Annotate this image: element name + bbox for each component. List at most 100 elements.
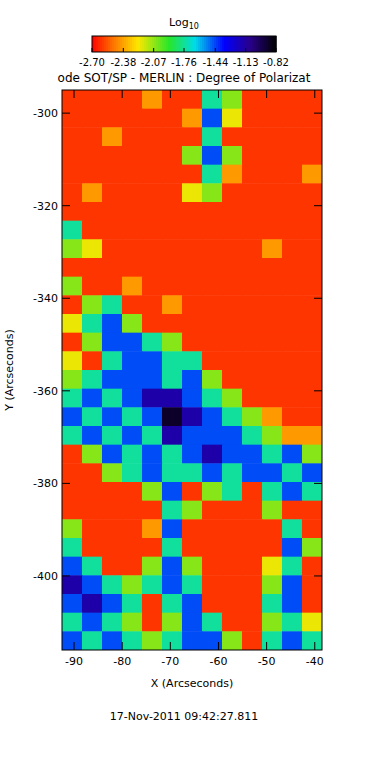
y-tick-right — [314, 113, 322, 114]
heatmap-cell — [142, 613, 163, 632]
title: ode SOT/SP - MERLIN : Degree of Polariza… — [58, 71, 311, 85]
y-tick-label: -360 — [33, 385, 58, 398]
heatmap-cell — [142, 389, 163, 408]
x-tick-top — [170, 90, 171, 98]
heatmap-cell — [162, 463, 183, 482]
heatmap-cell — [102, 314, 123, 333]
heatmap-cell — [102, 333, 123, 352]
heatmap-cell — [282, 370, 303, 389]
heatmap-cell — [122, 482, 143, 501]
heatmap-cell — [62, 426, 83, 445]
colorbar-tick-label: -2.38 — [110, 57, 136, 68]
heatmap-cell — [62, 519, 83, 538]
heatmap-cell — [162, 557, 183, 576]
heatmap-cell — [262, 370, 283, 389]
heatmap-cell — [202, 239, 223, 258]
heatmap-cell — [142, 426, 163, 445]
heatmap-cell — [142, 202, 163, 221]
heatmap-cell — [262, 165, 283, 184]
heatmap-cells — [62, 90, 322, 650]
heatmap-cell — [262, 351, 283, 370]
heatmap-cell — [142, 575, 163, 594]
heatmap-cell — [62, 389, 83, 408]
heatmap-cell — [182, 631, 203, 650]
heatmap-cell — [122, 239, 143, 258]
heatmap-cell — [262, 202, 283, 221]
x-tick-label: -60 — [209, 655, 227, 668]
y-tick — [62, 113, 70, 114]
heatmap-cell — [302, 277, 322, 296]
heatmap-cell — [162, 277, 183, 296]
heatmap-cell — [122, 90, 143, 109]
heatmap-cell — [162, 127, 183, 146]
heatmap-cell — [202, 90, 223, 109]
heatmap-cell — [82, 613, 103, 632]
heatmap-cell — [102, 463, 123, 482]
heatmap-cell — [302, 463, 322, 482]
heatmap-cell — [282, 239, 303, 258]
heatmap-cell — [122, 146, 143, 165]
heatmap-cell — [162, 501, 183, 520]
heatmap-cell — [202, 519, 223, 538]
heatmap-cell — [222, 277, 243, 296]
heatmap-cell — [302, 407, 322, 426]
heatmap-cell — [282, 221, 303, 240]
heatmap-cell — [62, 109, 83, 128]
heatmap-cell — [142, 482, 163, 501]
heatmap-cell — [62, 258, 83, 277]
heatmap-cell — [222, 389, 243, 408]
heatmap-cell — [142, 351, 163, 370]
heatmap-cell — [182, 407, 203, 426]
heatmap-cell — [162, 146, 183, 165]
heatmap-cell — [142, 519, 163, 538]
heatmap-cell — [162, 202, 183, 221]
heatmap-cell — [82, 370, 103, 389]
colorbar-tick — [153, 48, 154, 52]
heatmap-cell — [62, 202, 83, 221]
x-tick — [218, 642, 219, 650]
heatmap-cell — [142, 221, 163, 240]
heatmap-cell — [102, 351, 123, 370]
heatmap-cell — [242, 575, 263, 594]
heatmap-cell — [162, 594, 183, 613]
heatmap-cell — [242, 407, 263, 426]
heatmap-cell — [262, 407, 283, 426]
heatmap-cell — [62, 90, 83, 109]
heatmap-cell — [202, 407, 223, 426]
heatmap-cell — [162, 314, 183, 333]
y-tick — [62, 575, 70, 576]
heatmap-cell — [222, 426, 243, 445]
heatmap-cell — [242, 109, 263, 128]
heatmap-cell — [122, 165, 143, 184]
heatmap-cell — [182, 445, 203, 464]
heatmap-cell — [262, 463, 283, 482]
heatmap-cell — [182, 463, 203, 482]
heatmap-cell — [282, 538, 303, 557]
heatmap-cell — [282, 351, 303, 370]
heatmap-cell — [282, 594, 303, 613]
heatmap-cell — [102, 277, 123, 296]
y-tick — [62, 483, 70, 484]
heatmap-cell — [222, 463, 243, 482]
heatmap-cell — [282, 575, 303, 594]
x-tick — [122, 642, 123, 650]
heatmap-cell — [262, 109, 283, 128]
heatmap-cell — [82, 426, 103, 445]
heatmap-cell — [122, 370, 143, 389]
heatmap-cell — [102, 501, 123, 520]
heatmap-cell — [262, 314, 283, 333]
heatmap-cell — [162, 370, 183, 389]
heatmap-cell — [142, 90, 163, 109]
heatmap-cell — [62, 221, 83, 240]
heatmap-cell — [242, 370, 263, 389]
heatmap-cell — [122, 594, 143, 613]
heatmap-cell — [82, 445, 103, 464]
heatmap-cell — [222, 165, 243, 184]
heatmap-cell — [62, 183, 83, 202]
heatmap-cell — [222, 239, 243, 258]
heatmap-cell — [302, 351, 322, 370]
x-tick-label: -50 — [258, 655, 276, 668]
heatmap-cell — [122, 501, 143, 520]
heatmap-cell — [182, 90, 203, 109]
heatmap-cell — [102, 389, 123, 408]
